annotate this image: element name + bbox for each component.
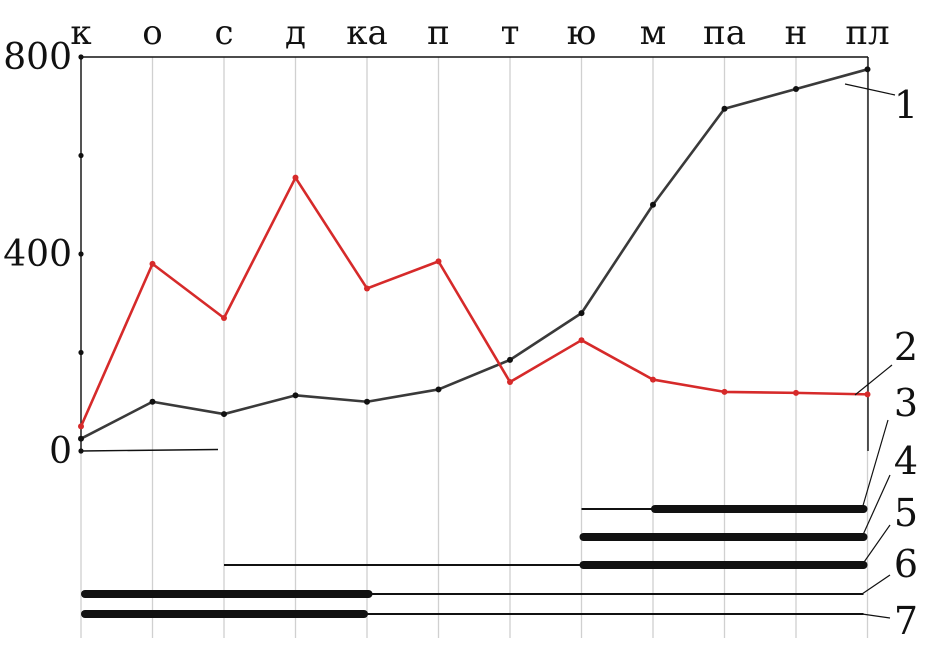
series-2-point-10 bbox=[793, 389, 799, 396]
line-number-4: 4 bbox=[894, 439, 918, 483]
line-number-5: 5 bbox=[894, 491, 918, 535]
timeline-bars bbox=[81, 505, 868, 618]
line-number-1: 1 bbox=[894, 83, 918, 127]
pointer-1 bbox=[844, 83, 896, 96]
line-number-7: 7 bbox=[894, 599, 918, 643]
series-1-point-2 bbox=[221, 411, 227, 418]
x-tick-label-11: пл bbox=[845, 13, 889, 53]
series-2-point-1 bbox=[149, 260, 156, 267]
x-tick-label-3: д bbox=[285, 13, 306, 53]
line-number-6: 6 bbox=[894, 542, 918, 586]
series-1-point-10 bbox=[793, 86, 799, 93]
x-tick-label-5: п bbox=[427, 13, 450, 53]
pointer-3 bbox=[861, 419, 889, 510]
x-tick-label-0: к bbox=[70, 13, 91, 53]
series-numbers: 1 2 3 4 5 6 7 bbox=[894, 83, 918, 643]
series-2-point-4 bbox=[364, 285, 370, 292]
series-lines bbox=[79, 68, 868, 440]
series-1-point-3 bbox=[292, 392, 299, 399]
pointer-7 bbox=[861, 613, 891, 619]
series-line-1 bbox=[80, 68, 868, 440]
y-tick-dot-600 bbox=[78, 152, 84, 159]
line-number-3: 3 bbox=[894, 381, 918, 425]
y-tick-dot-800 bbox=[78, 54, 84, 60]
series-2-point-0 bbox=[78, 423, 84, 430]
x-tick-label-9: па bbox=[703, 13, 746, 53]
x-tick-label-1: о bbox=[142, 13, 162, 53]
series-points bbox=[78, 66, 871, 442]
y-tick-dot-200 bbox=[78, 349, 84, 356]
line-number-2: 2 bbox=[894, 325, 918, 369]
baseline-stub bbox=[80, 448, 219, 452]
series-2-point-6 bbox=[507, 379, 513, 386]
series-1-point-4 bbox=[364, 398, 370, 405]
y-tick-label-800: 800 bbox=[3, 37, 72, 78]
pointer-6 bbox=[861, 574, 891, 595]
series-2-point-3 bbox=[292, 174, 299, 181]
series-2-point-2 bbox=[221, 315, 227, 322]
x-tick-labels: к о с д ка п т ю м па н пл bbox=[70, 13, 889, 53]
pointer-5 bbox=[861, 524, 891, 566]
vertical-gridlines bbox=[80, 57, 869, 638]
series-1-point-11 bbox=[864, 66, 871, 73]
series-2-point-9 bbox=[721, 388, 728, 395]
series-1-point-8 bbox=[650, 201, 656, 208]
series-1-point-1 bbox=[149, 398, 156, 405]
series-number-pointers bbox=[844, 83, 896, 619]
series-2-point-5 bbox=[435, 258, 442, 265]
pointer-4 bbox=[861, 474, 891, 538]
y-tick-label-400: 400 bbox=[3, 234, 72, 275]
series-2-point-7 bbox=[578, 337, 585, 344]
x-tick-label-4: ка bbox=[346, 13, 388, 53]
y-tick-dot-0 bbox=[78, 448, 84, 454]
series-1-point-7 bbox=[578, 310, 585, 317]
x-tick-label-8: м bbox=[640, 13, 666, 53]
chart-axes bbox=[78, 54, 869, 454]
x-tick-label-7: ю bbox=[567, 13, 597, 53]
series-2-point-11 bbox=[864, 391, 871, 398]
series-line-2 bbox=[79, 176, 868, 427]
y-tick-label-0: 0 bbox=[49, 431, 72, 472]
series-1-point-9 bbox=[721, 105, 728, 112]
series-1-point-6 bbox=[507, 356, 513, 363]
pointer-2 bbox=[854, 364, 893, 396]
series-1-point-0 bbox=[78, 435, 84, 442]
x-tick-label-10: н bbox=[785, 13, 808, 53]
y-tick-labels: 0 400 800 bbox=[3, 37, 72, 472]
x-tick-label-2: с bbox=[214, 13, 233, 53]
series-2-point-8 bbox=[650, 376, 656, 383]
x-tick-label-6: т bbox=[501, 13, 520, 53]
series-1-point-5 bbox=[435, 386, 442, 393]
y-tick-dot-400 bbox=[78, 251, 84, 257]
